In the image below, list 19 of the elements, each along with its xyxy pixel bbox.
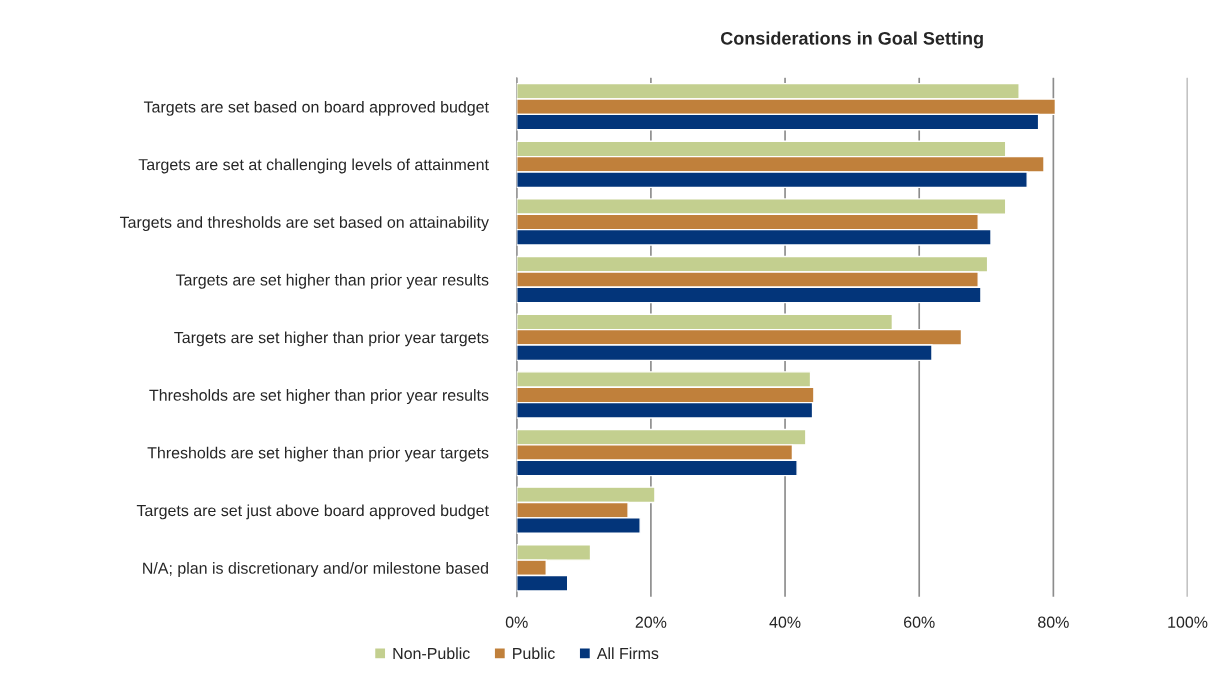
y-tick-label: Thresholds are set higher than prior year targets xyxy=(147,446,489,462)
y-tick-label: Targets and thresholds are set based on attainability xyxy=(119,216,489,232)
x-tick-label: 100% xyxy=(1168,616,1208,628)
legend-label: All Firms xyxy=(596,647,659,660)
x-tick-label: 40% xyxy=(769,616,801,628)
x-tick-label: 80% xyxy=(1038,616,1069,628)
x-tick-label: 20% xyxy=(635,616,667,628)
y-tick-label: Thresholds are set higher than prior year results xyxy=(149,389,489,405)
y-tick-label: Targets are set just above board approved budget xyxy=(136,504,489,520)
x-tick-label: 60% xyxy=(904,616,935,628)
x-tick-label: 0% xyxy=(505,616,528,628)
y-tick-label: N/A; plan is discretionary and/or milestone based xyxy=(143,562,488,577)
y-tick-label: Targets are set higher than prior year targets xyxy=(174,331,489,347)
chart-title: Considerations in Goal Setting xyxy=(720,31,983,49)
y-tick-label: Targets are set at challenging levels of attainment xyxy=(138,158,489,174)
legend-label: Non-Public xyxy=(393,647,470,660)
y-tick-label: Targets are set higher than prior year results xyxy=(175,273,489,289)
y-tick-label: Targets are set based on board approved budget xyxy=(143,100,489,116)
legend-label: Public xyxy=(513,647,555,660)
